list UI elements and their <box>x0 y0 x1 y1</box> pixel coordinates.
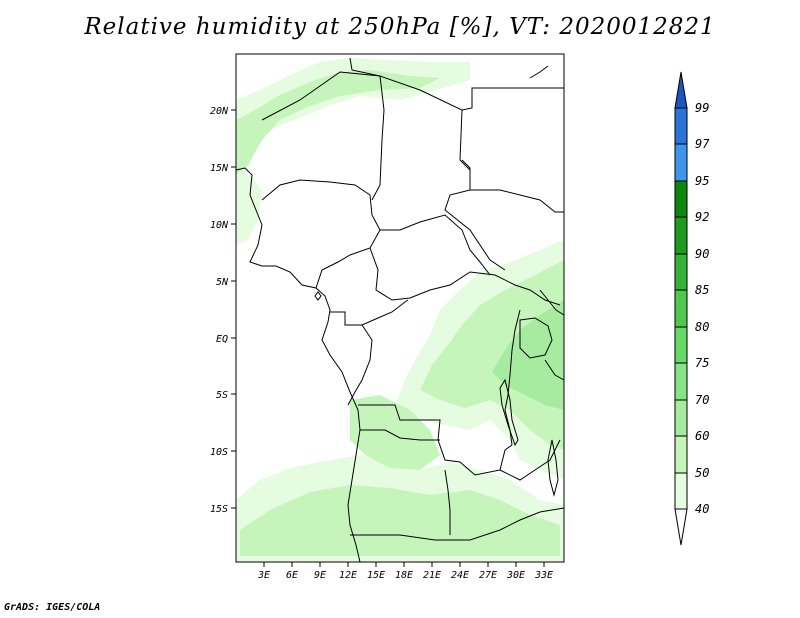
colorbar: 99 97 95 92 90 85 80 75 70 60 50 40 <box>674 71 710 546</box>
humidity-region-central-east-inner <box>420 260 564 450</box>
humidity-region-west-strip <box>236 175 262 245</box>
colorbar-box-40-50 <box>674 472 688 510</box>
colorbar-top-arrow <box>674 71 688 109</box>
lat-label-eq: EQ <box>216 334 228 345</box>
lon-label-27e: 27E <box>479 570 497 581</box>
lake-victoria <box>519 317 553 359</box>
longitude-axis: 3E 6E 9E 12E 15E 18E 21E 24E 27E 30E 33E <box>257 562 553 581</box>
border-north-3 <box>461 87 564 111</box>
lat-label-15s: 15S <box>210 504 228 515</box>
border-car <box>369 247 561 306</box>
island-bioko <box>314 291 322 301</box>
humidity-region-northwest-inner <box>236 70 440 175</box>
border-egypt-fragment <box>529 65 549 79</box>
border-angola-south <box>350 507 565 541</box>
humidity-region-southwest <box>350 395 440 470</box>
lon-label-3e: 3E <box>257 570 270 581</box>
lon-label-21e: 21E <box>423 570 441 581</box>
colorbar-box-95-97 <box>674 143 688 182</box>
colorbar-box-60-70 <box>674 399 688 437</box>
colorbar-label-97: 97 <box>695 137 710 151</box>
lat-label-15n: 15N <box>210 163 229 174</box>
colorbar-box-90-92 <box>674 216 688 255</box>
border-northeast <box>461 159 564 213</box>
colorbar-box-85-90 <box>674 253 688 291</box>
colorbar-box-70-75 <box>674 362 688 401</box>
lat-label-20n: 20N <box>210 106 229 117</box>
colorbar-box-75-80 <box>674 326 688 364</box>
colorbar-box-97-99 <box>674 107 688 145</box>
lon-label-6e: 6E <box>286 570 298 581</box>
border-zambia-east <box>499 439 561 481</box>
lon-label-12e: 12E <box>339 570 357 581</box>
political-boundaries <box>235 57 565 563</box>
colorbar-label-50: 50 <box>695 466 709 480</box>
border-east-tanzania <box>544 359 565 381</box>
colorbar-box-80-85 <box>674 289 688 328</box>
border-congo-drc <box>347 324 373 406</box>
colorbar-bottom-arrow <box>674 508 688 546</box>
colorbar-label-92: 92 <box>695 210 709 224</box>
colorbar-label-75: 75 <box>695 356 709 370</box>
humidity-fields <box>236 58 564 562</box>
border-cameroon <box>380 214 491 276</box>
border-zambia <box>444 469 451 535</box>
map-panel <box>235 53 565 563</box>
colorbar-label-85: 85 <box>695 283 709 297</box>
border-nigeria <box>261 179 381 289</box>
lon-label-15e: 15E <box>367 570 385 581</box>
lon-label-24e: 24E <box>451 570 469 581</box>
border-drc-east <box>504 309 521 446</box>
colorbar-label-99: 99 <box>695 101 709 115</box>
lon-label-30e: 30E <box>506 570 525 581</box>
lat-label-5n: 5N <box>216 277 229 288</box>
colorbar-label-90: 90 <box>695 247 709 261</box>
colorbar-label-70: 70 <box>695 393 709 407</box>
colorbar-box-92-95 <box>674 180 688 218</box>
border-north-4 <box>349 57 381 77</box>
colorbar-label-40: 40 <box>695 502 709 516</box>
humidity-region-south-inner <box>240 485 560 556</box>
lake-malawi <box>547 439 559 497</box>
colorbar-box-50-60 <box>674 435 688 474</box>
border-angola <box>360 429 440 441</box>
grads-credit: GrADS: IGES/COLA <box>4 602 101 613</box>
lat-label-5s: 5S <box>216 390 228 401</box>
colorbar-label-95: 95 <box>695 174 709 188</box>
humidity-region-central-east-core <box>492 300 564 410</box>
map-frame <box>235 53 565 563</box>
lon-label-9e: 9E <box>314 570 326 581</box>
border-east-kenya <box>539 289 565 316</box>
colorbar-label-60: 60 <box>695 429 709 443</box>
border-gabon-congo <box>330 299 409 326</box>
border-north-1 <box>261 71 385 201</box>
latitude-axis: 20N 15N 10N 5N EQ 5S 10S 15S <box>210 106 236 515</box>
coastline-west-africa <box>235 167 361 563</box>
lat-label-10s: 10S <box>210 447 228 458</box>
map-title: Relative humidity at 250hPa [%], VT: 202… <box>84 14 716 40</box>
lat-label-10n: 10N <box>210 220 229 231</box>
lon-label-33e: 33E <box>534 570 553 581</box>
lon-label-18e: 18E <box>395 570 413 581</box>
colorbar-label-80: 80 <box>695 320 709 334</box>
border-drc-south <box>358 404 513 476</box>
lake-tanganyika <box>499 378 519 447</box>
